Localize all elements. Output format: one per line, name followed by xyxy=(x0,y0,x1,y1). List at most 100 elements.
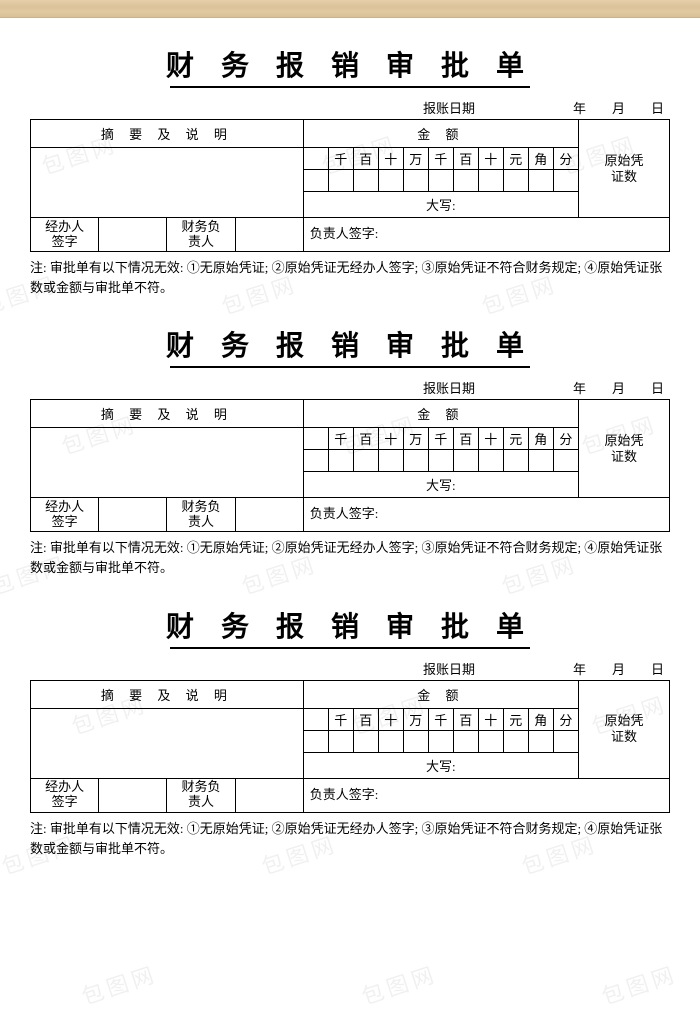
handler-label: 经办人签字 xyxy=(31,218,99,252)
digit-cell-5 xyxy=(428,170,453,192)
title-underline xyxy=(170,86,530,88)
digit-label-7: 十 xyxy=(478,148,503,170)
digit-label-5: 千 xyxy=(428,148,453,170)
digit-label-8: 元 xyxy=(503,148,528,170)
digit-label-0 xyxy=(303,148,328,170)
digit-cell-5 xyxy=(428,730,453,752)
document-page: 包图网 包图网 包图网 包图网 包图网 包图网 包图网 包图网 包图网 包图网 … xyxy=(0,18,700,879)
year-suffix: 年 xyxy=(573,659,586,678)
wood-strip xyxy=(0,0,700,18)
digit-cell-8 xyxy=(503,170,528,192)
header-voucher: 原始凭证数 xyxy=(578,400,669,498)
day-suffix: 日 xyxy=(651,659,664,678)
digit-label-2: 百 xyxy=(353,428,378,450)
handler-sign xyxy=(99,778,167,812)
manager-sign: 负责人签字: xyxy=(303,778,669,812)
digit-cell-6 xyxy=(453,450,478,472)
finance-label: 财务负责人 xyxy=(167,498,235,532)
form-title: 财 务 报 销 审 批 单 xyxy=(30,605,670,645)
finance-label: 财务负责人 xyxy=(167,218,235,252)
digit-cell-8 xyxy=(503,450,528,472)
digit-label-0 xyxy=(303,708,328,730)
digit-cell-4 xyxy=(403,450,428,472)
digit-label-8: 元 xyxy=(503,708,528,730)
digit-cell-7 xyxy=(478,170,503,192)
digit-cell-0 xyxy=(303,730,328,752)
watermark: 包图网 xyxy=(77,957,161,1012)
daxie-cell: 大写: xyxy=(303,752,578,778)
digit-cell-1 xyxy=(328,170,353,192)
month-suffix: 月 xyxy=(612,378,625,397)
handler-label: 经办人签字 xyxy=(31,778,99,812)
header-voucher: 原始凭证数 xyxy=(578,120,669,218)
approval-form: 财 务 报 销 审 批 单报账日期年月日摘 要 及 说 明金 额原始凭证数千百十… xyxy=(30,18,670,298)
digit-label-5: 千 xyxy=(428,708,453,730)
digit-cell-1 xyxy=(328,450,353,472)
digit-cell-7 xyxy=(478,450,503,472)
date-label: 报账日期 xyxy=(423,378,475,397)
digit-cell-5 xyxy=(428,450,453,472)
finance-sign xyxy=(235,498,303,532)
digit-label-2: 百 xyxy=(353,148,378,170)
finance-label: 财务负责人 xyxy=(167,778,235,812)
form-table: 摘 要 及 说 明金 额原始凭证数千百十万千百十元角分大写:经办人签字财务负责人… xyxy=(30,399,670,532)
form-table: 摘 要 及 说 明金 额原始凭证数千百十万千百十元角分大写:经办人签字财务负责人… xyxy=(30,680,670,813)
approval-form: 财 务 报 销 审 批 单报账日期年月日摘 要 及 说 明金 额原始凭证数千百十… xyxy=(30,579,670,859)
digit-cell-9 xyxy=(528,170,553,192)
digit-label-3: 十 xyxy=(378,148,403,170)
digit-label-10: 分 xyxy=(553,428,578,450)
date-label: 报账日期 xyxy=(423,98,475,117)
digit-label-1: 千 xyxy=(328,428,353,450)
finance-sign xyxy=(235,778,303,812)
header-amount: 金 额 xyxy=(303,120,578,148)
header-amount: 金 额 xyxy=(303,400,578,428)
approval-form: 财 务 报 销 审 批 单报账日期年月日摘 要 及 说 明金 额原始凭证数千百十… xyxy=(30,298,670,578)
year-suffix: 年 xyxy=(573,378,586,397)
digit-cell-7 xyxy=(478,730,503,752)
digit-label-8: 元 xyxy=(503,428,528,450)
digit-cell-6 xyxy=(453,170,478,192)
digit-cell-6 xyxy=(453,730,478,752)
digit-label-0 xyxy=(303,428,328,450)
digit-label-7: 十 xyxy=(478,428,503,450)
header-summary: 摘 要 及 说 明 xyxy=(31,400,304,428)
daxie-cell: 大写: xyxy=(303,472,578,498)
manager-sign: 负责人签字: xyxy=(303,498,669,532)
digit-cell-8 xyxy=(503,730,528,752)
form-title: 财 务 报 销 审 批 单 xyxy=(30,324,670,364)
digit-label-6: 百 xyxy=(453,428,478,450)
digit-cell-10 xyxy=(553,450,578,472)
digit-cell-9 xyxy=(528,450,553,472)
digit-cell-3 xyxy=(378,730,403,752)
title-underline xyxy=(170,366,530,368)
summary-cell xyxy=(31,428,304,498)
watermark: 包图网 xyxy=(597,957,681,1012)
digit-cell-9 xyxy=(528,730,553,752)
summary-cell xyxy=(31,148,304,218)
digit-cell-4 xyxy=(403,170,428,192)
digit-label-7: 十 xyxy=(478,708,503,730)
digit-label-10: 分 xyxy=(553,148,578,170)
day-suffix: 日 xyxy=(651,98,664,117)
digit-label-3: 十 xyxy=(378,708,403,730)
day-suffix: 日 xyxy=(651,378,664,397)
digit-label-9: 角 xyxy=(528,428,553,450)
digit-label-10: 分 xyxy=(553,708,578,730)
digit-label-6: 百 xyxy=(453,148,478,170)
daxie-cell: 大写: xyxy=(303,192,578,218)
form-table: 摘 要 及 说 明金 额原始凭证数千百十万千百十元角分大写:经办人签字财务负责人… xyxy=(30,119,670,252)
digit-cell-0 xyxy=(303,450,328,472)
digit-cell-10 xyxy=(553,730,578,752)
digit-cell-2 xyxy=(353,730,378,752)
month-suffix: 月 xyxy=(612,98,625,117)
digit-cell-1 xyxy=(328,730,353,752)
digit-label-5: 千 xyxy=(428,428,453,450)
digit-label-2: 百 xyxy=(353,708,378,730)
digit-label-4: 万 xyxy=(403,708,428,730)
form-title: 财 务 报 销 审 批 单 xyxy=(30,44,670,84)
digit-label-6: 百 xyxy=(453,708,478,730)
handler-sign xyxy=(99,498,167,532)
digit-label-4: 万 xyxy=(403,148,428,170)
title-underline xyxy=(170,647,530,649)
year-suffix: 年 xyxy=(573,98,586,117)
